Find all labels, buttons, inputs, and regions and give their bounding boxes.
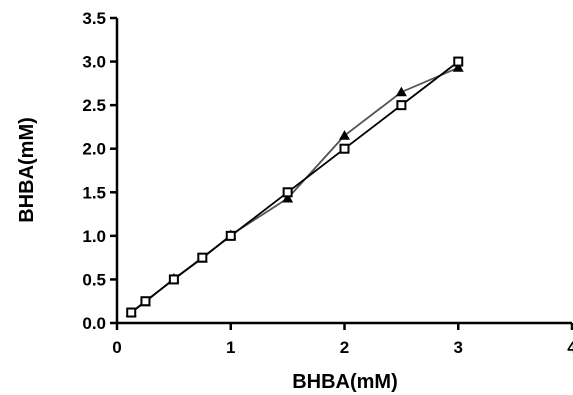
data-point-square: [282, 187, 293, 198]
series-square: [126, 56, 464, 318]
ticks: 0 1 2 3 4 0.0 0.5 1.0 1.5 2.0 2.5 3.0 3.5: [82, 9, 573, 357]
x-axis-title: BHBA(mM): [292, 371, 398, 393]
data-point-square: [140, 296, 151, 307]
x-tick-label: 0: [112, 338, 121, 357]
data-point-triangle: [339, 130, 350, 140]
data-point-triangle: [452, 62, 464, 72]
y-tick-label: 2.0: [82, 140, 106, 159]
data-point-square: [197, 252, 208, 263]
x-tick-label: 3: [454, 338, 463, 357]
y-tick-label: 3.5: [82, 9, 106, 28]
y-axis-title: BHBA(mM): [16, 117, 38, 223]
axes: [115, 18, 572, 325]
y-tick-label: 0.0: [82, 314, 106, 333]
data-point-triangle: [282, 192, 294, 203]
data-point-square: [126, 307, 137, 318]
x-tick-label: 2: [340, 338, 349, 357]
y-tick-label: 3.0: [82, 53, 106, 72]
data-point-square: [453, 56, 464, 67]
series-line: [130, 66, 459, 314]
series-layer: [125, 56, 464, 318]
y-tick-label: 0.5: [82, 270, 106, 289]
y-tick-label: 2.5: [82, 96, 106, 115]
data-point-square: [225, 230, 236, 241]
y-tick-label: 1.0: [82, 227, 106, 246]
data-point-triangle: [395, 86, 407, 97]
series-line: [130, 60, 459, 314]
data-point-square: [396, 100, 407, 111]
y-tick-label: 1.5: [82, 183, 106, 202]
x-tick-label: 4: [567, 338, 573, 357]
x-tick-label: 1: [226, 338, 235, 357]
data-point-square: [168, 274, 179, 285]
data-point-square: [339, 143, 350, 154]
